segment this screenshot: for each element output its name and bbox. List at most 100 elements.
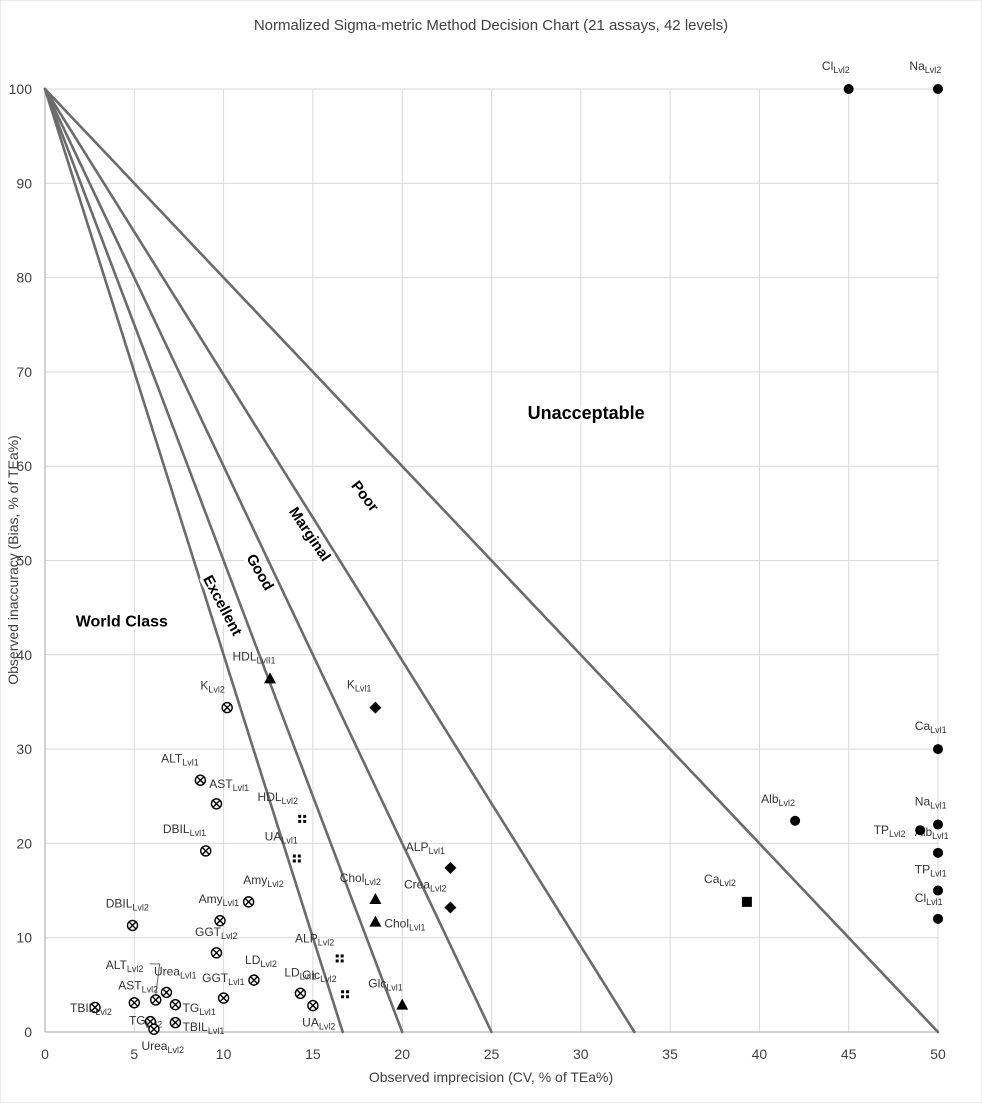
point-label: CaLvl2 [704, 872, 736, 888]
boundary-line [43, 87, 404, 1034]
boundary-line [43, 87, 345, 1034]
data-point-urea-lvl2 [148, 1023, 160, 1035]
point-label: ASTLvl1 [209, 777, 249, 793]
data-point-alt-lvl1 [194, 774, 207, 786]
data-point-chol-lvl2 [369, 893, 382, 905]
data-point-alb-lvl1 [933, 847, 943, 858]
chart-title: Normalized Sigma-metric Method Decision … [254, 17, 728, 34]
y-tick-label: 20 [16, 835, 32, 851]
data-point-amy-lvl1 [214, 915, 226, 927]
boundary-line [43, 87, 940, 1034]
point-label: TBILLvl1 [183, 1020, 225, 1036]
data-point-ggt-lvl2 [210, 947, 223, 959]
y-axis-label: Observed inaccuracy (Bias, % of TEa%) [5, 435, 21, 685]
data-point-ld-lvl1 [294, 987, 307, 1000]
gridlines [44, 88, 939, 1033]
point-label: GlcLvl1 [368, 977, 403, 993]
y-tick-label: 10 [16, 930, 32, 946]
y-tick-label: 80 [16, 270, 32, 286]
point-label: ClLvl1 [915, 891, 943, 907]
point-label: HDLLvlI1 [233, 649, 276, 665]
data-point-urea-lvl1 [160, 986, 173, 999]
data-point-na-lvl1 [933, 819, 943, 830]
point-label: TPLvl1 [915, 863, 947, 879]
data-point-hdl-lvl2 [298, 814, 307, 823]
point-label: GGTLvl1 [202, 971, 245, 987]
data-point-tp-lvl2 [915, 825, 926, 836]
data-point-dbil-lvl1 [200, 845, 212, 857]
data-point-ca-lvl2 [741, 896, 752, 907]
x-tick-label: 50 [930, 1046, 946, 1062]
point-label: UALvl1 [265, 830, 298, 846]
point-label: CreaLvl2 [404, 878, 447, 894]
data-point-hdl-lvli1 [264, 672, 277, 684]
axes: 0 5 10 15 20 25 30 35 40 45 50 0 10 20 30 40 50 60 70 80 90 1… [9, 81, 946, 1062]
x-tick-label: 40 [752, 1046, 768, 1062]
region-label: World Class [76, 614, 168, 631]
point-label: TBILLvl2 [70, 1001, 112, 1017]
boundary-line [43, 87, 636, 1034]
y-tick-label: 0 [24, 1024, 32, 1040]
data-point-ca-lvl1 [933, 744, 943, 755]
point-label: GlcLvl2 [302, 968, 337, 984]
point-label: ASTLvl2 [118, 979, 158, 995]
point-label: UreaLvl1 [154, 964, 197, 980]
data-point-tbil-lvl1 [169, 1016, 182, 1029]
point-label: ALTLvl1 [161, 751, 199, 767]
data-point-alb-lvl2 [790, 815, 801, 826]
y-tick-label: 50 [16, 553, 32, 569]
y-tick-label: 60 [16, 458, 32, 474]
data-point-glc-lvl2 [341, 990, 350, 999]
point-label: NaLvl1 [915, 795, 947, 811]
x-tick-label: 15 [305, 1046, 321, 1062]
y-tick-label: 40 [16, 647, 32, 663]
data-point-tp-lvl1 [933, 885, 943, 896]
x-tick-label: 35 [662, 1046, 678, 1062]
point-label: LDLvl2 [245, 953, 277, 969]
x-tick-label: 25 [484, 1046, 500, 1062]
y-tick-label: 70 [16, 364, 32, 380]
point-label: ClLvl2 [822, 59, 850, 75]
boundary-line [43, 87, 493, 1034]
point-label: AlbLvl2 [761, 792, 795, 808]
point-label: DBILLvl1 [163, 822, 206, 838]
x-tick-label: 0 [41, 1046, 49, 1062]
data-point-cl-lvl2 [843, 84, 854, 94]
point-label: LDLvl1 [284, 965, 316, 981]
data-point-alt-lvl2 [150, 994, 162, 1006]
point-label: UreaLvl2 [141, 1039, 184, 1055]
data-point-k-lvl2 [221, 701, 233, 714]
region-label: Unacceptable [528, 403, 645, 423]
point-label: TPLvl2 [874, 823, 906, 839]
region-label-halo: World Class [76, 614, 168, 631]
data-point-ld-lvl2 [248, 974, 260, 986]
point-label: CholLvl2 [340, 871, 381, 887]
data-point-glc-lvl1 [396, 998, 409, 1010]
data-point-ast-lvl2 [128, 997, 141, 1009]
data-point-tbil-lvl2 [89, 1001, 101, 1014]
x-tick-label: 10 [216, 1046, 232, 1062]
data-point-amy-lvl2 [242, 896, 255, 908]
data-point-na-lvl2 [933, 84, 943, 94]
point-label: NaLvl2 [909, 59, 941, 75]
point-label: KLvl1 [347, 678, 372, 694]
point-label: AmyLvl2 [243, 873, 284, 889]
x-tick-label: 45 [841, 1046, 857, 1062]
point-label: AmyLvl1 [199, 892, 240, 908]
y-tick-label: 30 [16, 741, 32, 757]
point-label: CholLvl1 [384, 916, 425, 932]
point-label: KLvl2 [200, 679, 225, 695]
x-tick-label: 5 [130, 1046, 138, 1062]
x-tick-label: 30 [573, 1046, 589, 1062]
data-point-alp-lvl1 [444, 861, 457, 874]
point-label: CaLvl1 [915, 719, 947, 735]
y-tick-label: 90 [16, 175, 32, 191]
data-point-ua-lvl1 [292, 854, 301, 863]
data-point-tg-lvl1 [169, 998, 182, 1011]
data-point-crea-lvl2 [444, 901, 457, 914]
data-point-cl-lvl1 [933, 913, 943, 924]
